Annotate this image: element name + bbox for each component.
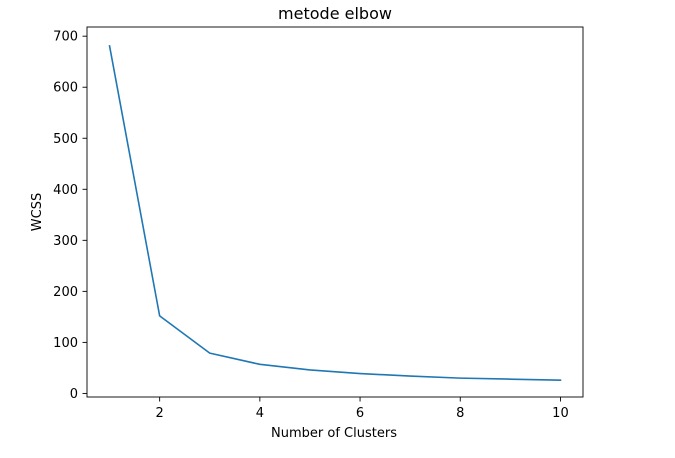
- x-tick-label: 6: [356, 406, 364, 421]
- y-tick-label: 600: [53, 81, 78, 96]
- x-tick-label: 8: [456, 406, 464, 421]
- x-tick-label: 10: [552, 406, 569, 421]
- x-axis-title: Number of Clusters: [271, 426, 397, 441]
- y-tick-label: 500: [53, 132, 78, 147]
- y-axis-title: WCSS: [30, 193, 45, 231]
- plot-area: [86, 26, 584, 398]
- chart-title: metode elbow: [278, 4, 392, 23]
- series-line-0: [108, 44, 562, 381]
- y-tick-label: 400: [53, 183, 78, 198]
- y-axis-ticks: 0 100 200 300 400 500 600 700: [53, 30, 87, 402]
- x-axis-ticks: 2 4 6 8 10: [156, 397, 569, 421]
- x-tick-label: 4: [256, 406, 264, 421]
- y-tick-label: 700: [53, 30, 78, 45]
- y-tick-label: 0: [70, 387, 78, 402]
- axes-frame: [86, 26, 584, 398]
- y-tick-label: 200: [53, 285, 78, 300]
- x-tick-label: 2: [156, 406, 164, 421]
- y-tick-label: 300: [53, 234, 78, 249]
- y-tick-label: 100: [53, 336, 78, 351]
